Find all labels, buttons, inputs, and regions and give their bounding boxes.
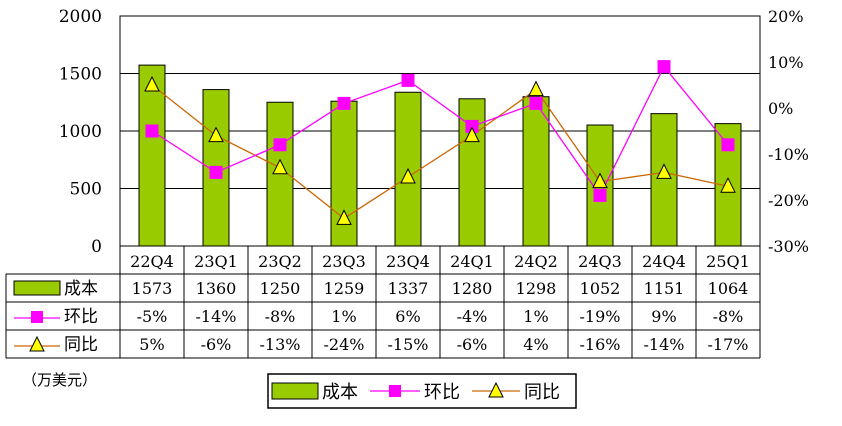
table-legend-key-triangle	[29, 335, 45, 352]
point-marker-triangle	[592, 172, 608, 189]
point-marker-triangle	[656, 163, 672, 179]
table-row-header: 环比	[64, 307, 98, 327]
y-right-tick-label: -10%	[768, 145, 809, 164]
table-cell-value: -8%	[265, 307, 296, 326]
table-cell-value: 6%	[395, 307, 420, 326]
category-label: 24Q2	[514, 252, 558, 271]
table-legend-key-bar	[13, 280, 61, 296]
bar	[138, 64, 166, 247]
legend-box	[267, 373, 577, 409]
series-line	[151, 84, 729, 220]
point-marker-square	[657, 60, 671, 74]
point-marker-square	[721, 138, 735, 152]
category-label: 23Q3	[322, 252, 366, 271]
legend-label: 同比	[524, 382, 560, 403]
point-marker-square	[337, 96, 351, 110]
category-label: 24Q4	[642, 252, 686, 271]
point-marker-triangle	[464, 126, 480, 143]
y-right-tick-label: 0%	[768, 99, 793, 118]
point-marker-square	[145, 124, 159, 138]
table-cell-value: 1052	[580, 279, 621, 298]
unit-note: （万美元）	[22, 371, 98, 389]
point-marker-square	[593, 188, 607, 202]
legend-label: 成本	[322, 382, 358, 403]
point-marker-square	[529, 96, 543, 110]
table-cell-value: 1151	[644, 279, 685, 298]
table-cell-value: 1337	[388, 279, 429, 298]
legend-key-bar	[271, 382, 319, 400]
table-cell-value: -19%	[580, 307, 621, 326]
point-marker-triangle	[208, 126, 224, 143]
y-right-tick-label: 20%	[768, 7, 804, 26]
table-cell-value: 9%	[651, 307, 676, 326]
category-label: 23Q4	[386, 252, 430, 271]
table-cell-value: -13%	[260, 335, 301, 354]
table-row-header: 同比	[64, 335, 98, 355]
table-cell-value: 1298	[516, 279, 557, 298]
table-cell-value: 1259	[324, 279, 365, 298]
table-cell-value: 1280	[452, 279, 493, 298]
table-cell-value: 1360	[196, 279, 237, 298]
category-label: 24Q3	[578, 252, 622, 271]
legend-key-square	[389, 385, 401, 397]
category-label: 23Q2	[258, 252, 302, 271]
table-cell-value: -4%	[457, 307, 488, 326]
table-cell-value: 1%	[331, 307, 356, 326]
y-right-tick-label: -20%	[768, 191, 809, 210]
point-marker-triangle	[720, 177, 736, 193]
table-row-header: 成本	[64, 279, 98, 299]
table-cell-value: 1573	[132, 279, 173, 298]
table-cell-value: -17%	[708, 335, 749, 354]
y-left-tick-label: 1000	[59, 122, 102, 142]
table-cell-value: -14%	[644, 335, 685, 354]
table-cell-value: -6%	[457, 335, 488, 354]
table-cell-value: 1250	[260, 279, 301, 298]
table-cell-value: -15%	[388, 335, 429, 354]
table-cell-value: 1064	[708, 279, 749, 298]
point-marker-triangle	[528, 80, 544, 97]
category-label: 25Q1	[706, 252, 750, 271]
legend-label: 环比	[424, 382, 460, 403]
table-cell-value: 4%	[523, 335, 548, 354]
table-cell-value: 5%	[139, 335, 164, 354]
table-cell-value: 1%	[523, 307, 548, 326]
table-cell-value: -16%	[580, 335, 621, 354]
table-cell-value: -14%	[196, 307, 237, 326]
table-cell-value: -8%	[713, 307, 744, 326]
y-right-tick-label: 10%	[768, 53, 804, 72]
table-cell-value: -6%	[201, 335, 232, 354]
category-label: 23Q1	[194, 252, 238, 271]
point-marker-triangle	[144, 75, 160, 92]
table-cell-value: -5%	[137, 307, 168, 326]
y-left-tick-label: 500	[70, 180, 102, 200]
y-left-tick-label: 2000	[59, 7, 102, 27]
point-marker-square	[401, 73, 415, 87]
y-left-tick-label: 1500	[59, 65, 102, 85]
series-line	[151, 65, 729, 197]
y-left-tick-label: 0	[91, 237, 102, 257]
table-legend-key-square	[31, 311, 43, 323]
category-label: 22Q4	[130, 252, 174, 271]
bar	[522, 96, 550, 247]
point-marker-triangle	[272, 158, 288, 175]
point-marker-triangle	[400, 167, 416, 184]
legend-key-triangle	[488, 381, 504, 398]
table-cell-value: -24%	[324, 335, 365, 354]
point-marker-square	[209, 165, 223, 179]
y-right-tick-label: -30%	[768, 237, 809, 256]
point-marker-triangle	[336, 209, 352, 225]
category-label: 24Q1	[450, 252, 494, 271]
bar	[650, 113, 678, 247]
point-marker-square	[273, 138, 287, 152]
